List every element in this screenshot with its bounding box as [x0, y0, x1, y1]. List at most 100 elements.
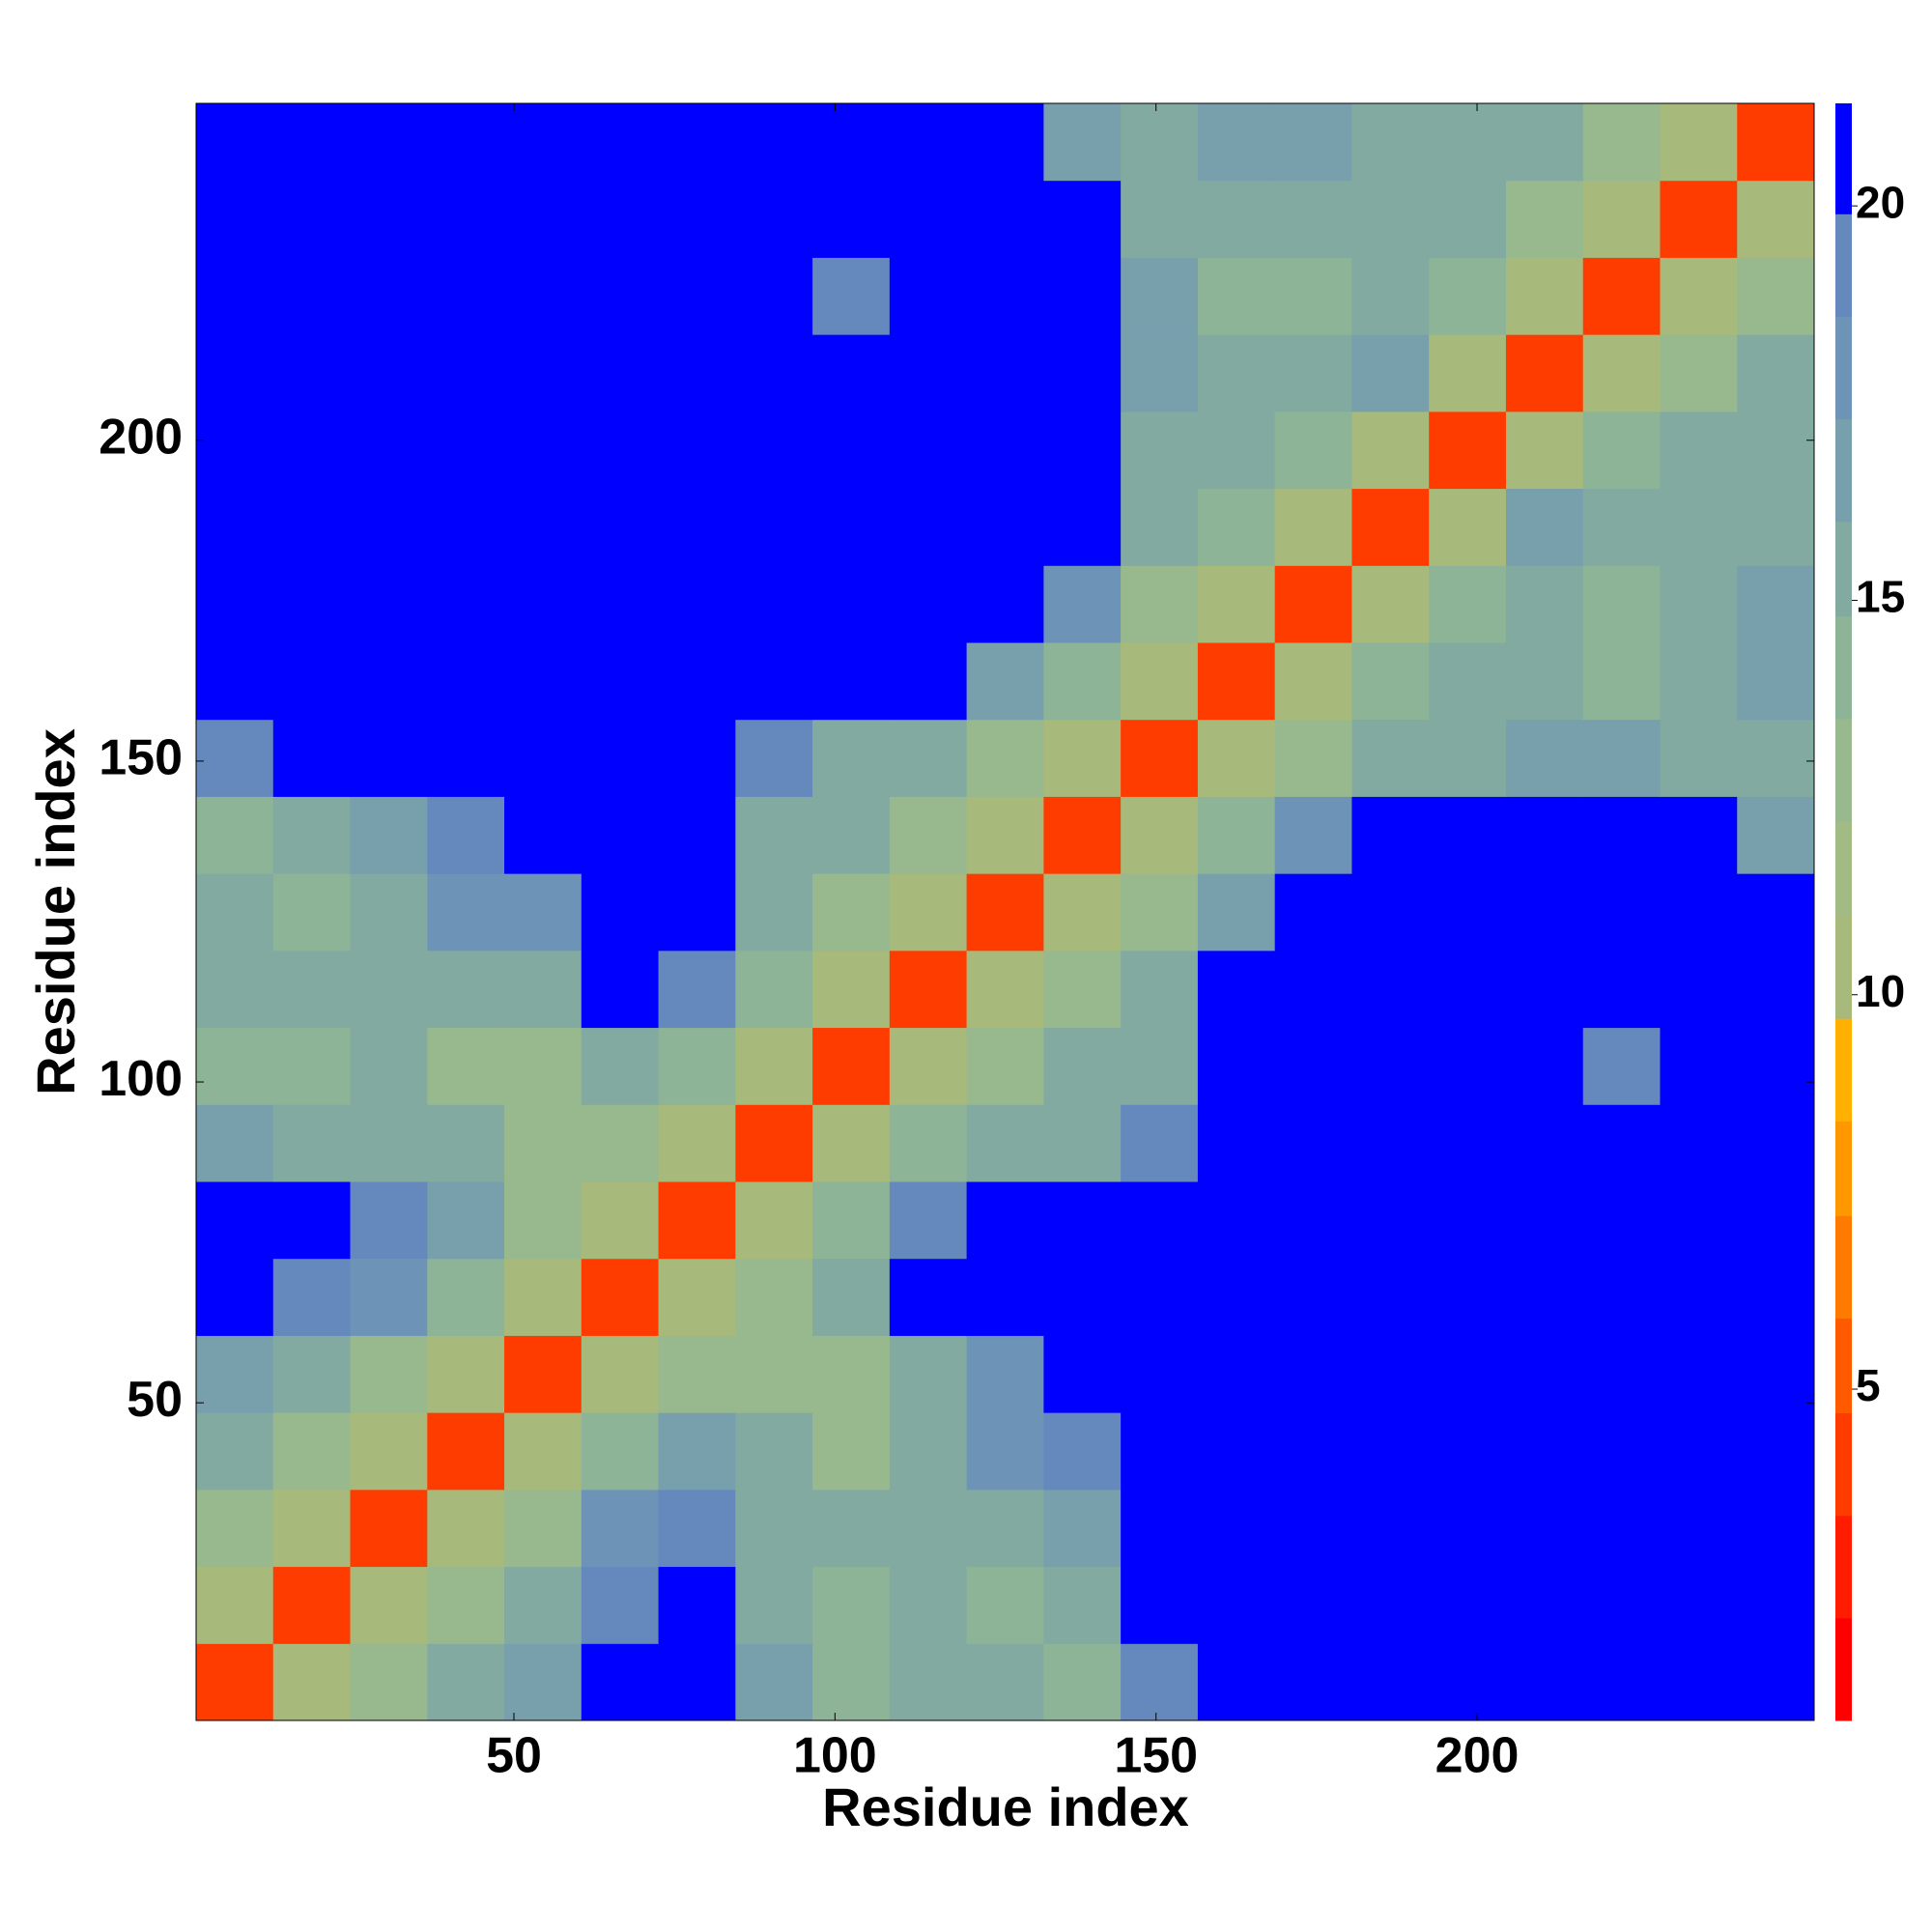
heatmap-cell — [1505, 950, 1584, 1029]
heatmap-cell — [1043, 1335, 1122, 1413]
heatmap-cell — [581, 1489, 660, 1568]
heatmap-cell — [1043, 257, 1122, 335]
heatmap-cell — [504, 873, 582, 952]
heatmap-cell — [1505, 1335, 1584, 1413]
heatmap-cell — [1043, 796, 1122, 874]
heatmap-cell — [1351, 334, 1430, 412]
heatmap-cell — [966, 1489, 1044, 1568]
heatmap-cell — [1043, 1027, 1122, 1105]
heatmap-cell — [581, 1412, 660, 1491]
heatmap-cell — [1582, 1027, 1661, 1105]
heatmap-cell — [889, 1335, 968, 1413]
heatmap-cell — [1660, 411, 1738, 490]
heatmap-cell — [1505, 719, 1584, 797]
heatmap-cell — [1582, 257, 1661, 335]
heatmap-cell — [1582, 411, 1661, 490]
heatmap-cell — [1043, 1258, 1122, 1336]
heatmap-cell — [1121, 334, 1199, 412]
heatmap-cell — [1197, 1104, 1276, 1182]
heatmap-cell — [1429, 719, 1507, 797]
heatmap-cell — [1505, 257, 1584, 335]
heatmap-cell — [812, 1104, 891, 1182]
heatmap-cell — [1660, 1643, 1738, 1721]
heatmap-cell — [504, 488, 582, 566]
heatmap-cell — [196, 565, 274, 643]
heatmap-cell — [1660, 1566, 1738, 1644]
heatmap-cell — [812, 1027, 891, 1105]
heatmap-cell — [1274, 1489, 1352, 1568]
heatmap-cell — [658, 1643, 736, 1721]
plot-frame — [195, 102, 1815, 1721]
heatmap-cell — [1737, 1258, 1815, 1336]
heatmap-cell — [1429, 873, 1507, 952]
heatmap-cell — [1351, 1181, 1430, 1260]
heatmap-cell — [581, 1643, 660, 1721]
heatmap-cell — [272, 719, 352, 797]
heatmap-cell — [272, 1181, 352, 1260]
heatmap-cell — [1274, 1335, 1352, 1413]
heatmap-cell — [812, 411, 891, 490]
heatmap-cell — [889, 642, 968, 721]
heatmap-cell — [196, 1335, 274, 1413]
heatmap-cell — [1351, 873, 1430, 952]
heatmap-cell — [966, 1335, 1044, 1413]
heatmap-cell — [504, 1412, 582, 1491]
heatmap-cell — [1737, 411, 1815, 490]
heatmap-cell — [504, 103, 582, 182]
heatmap-cell — [1043, 180, 1122, 258]
heatmap-cell — [1197, 796, 1276, 874]
heatmap-cell — [1197, 642, 1276, 721]
y-axis-label: Residue index — [25, 728, 86, 1095]
heatmap-cell — [1197, 334, 1276, 412]
heatmap-cell — [1197, 1258, 1276, 1336]
heatmap-cell — [272, 488, 352, 566]
heatmap-cell — [1737, 796, 1815, 874]
heatmap-cell — [1121, 1258, 1199, 1336]
heatmap-cell — [735, 257, 813, 335]
heatmap-cell — [1274, 796, 1352, 874]
y-tick-label: 150 — [99, 730, 183, 786]
colorbar-segment — [1835, 1617, 1852, 1721]
heatmap-cell — [1274, 488, 1352, 566]
heatmap-cell — [427, 719, 505, 797]
heatmap-cell — [272, 1335, 352, 1413]
heatmap-cell — [1505, 1489, 1584, 1568]
heatmap-cell — [966, 719, 1044, 797]
heatmap-cell — [889, 1412, 968, 1491]
heatmap-cell — [1660, 180, 1738, 258]
heatmap-cell — [966, 103, 1044, 182]
heatmap-cell — [581, 257, 660, 335]
colorbar-segment — [1835, 521, 1852, 617]
heatmap-cell — [1429, 1566, 1507, 1644]
heatmap-cell — [1274, 1258, 1352, 1336]
heatmap-cell — [1351, 1104, 1430, 1182]
heatmap-cell — [889, 103, 968, 182]
heatmap-cell — [350, 488, 428, 566]
heatmap-cell — [350, 1027, 428, 1105]
heatmap-cell — [1505, 334, 1584, 412]
heatmap-cell — [966, 565, 1044, 643]
heatmap-cell — [504, 1643, 582, 1721]
heatmap-cell — [581, 411, 660, 490]
heatmap-cell — [735, 873, 813, 952]
heatmap-cell — [427, 565, 505, 643]
heatmap-cell — [812, 1643, 891, 1721]
heatmap-cell — [1429, 1489, 1507, 1568]
heatmap-cell — [1121, 1027, 1199, 1105]
heatmap-cell — [1737, 103, 1815, 182]
heatmap-cell — [966, 257, 1044, 335]
heatmap-cell — [504, 1104, 582, 1182]
heatmap-cell — [196, 796, 274, 874]
heatmap-cell — [812, 103, 891, 182]
colorbar-segment — [1835, 718, 1852, 822]
heatmap-cell — [1121, 719, 1199, 797]
heatmap-cell — [581, 1104, 660, 1182]
heatmap-cell — [1660, 1027, 1738, 1105]
heatmap-cell — [1582, 719, 1661, 797]
heatmap-cell — [1737, 257, 1815, 335]
heatmap-cell — [427, 1643, 505, 1721]
heatmap-cell — [1737, 1412, 1815, 1491]
y-tick-label: 200 — [99, 409, 183, 465]
heatmap-cell — [1121, 642, 1199, 721]
